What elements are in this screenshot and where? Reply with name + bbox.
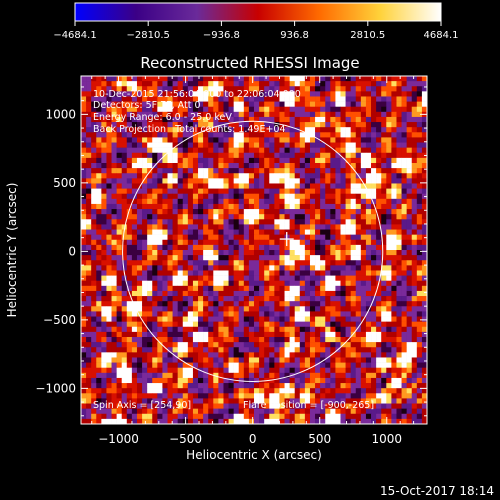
solar-limb-circle (122, 120, 384, 382)
y-tick-label: 1000 (45, 107, 76, 121)
colorbar-ticks: −4684.1 −2810.5 −936.8 936.8 2810.5 4684.1 (53, 21, 459, 41)
y-tick-label: 0 (68, 244, 76, 258)
colorbar-tick-label: 936.8 (280, 30, 309, 41)
footer-timestamp: 15-Oct-2017 18:14 (380, 484, 494, 498)
colorbar-tick-label: −2810.5 (127, 30, 170, 41)
y-tick-label: −500 (43, 313, 76, 327)
annotation-time-range: 10-Dec-2015 21:56:04.000 to 22:06:04.000 (93, 89, 301, 100)
x-tick-label: −1000 (98, 432, 139, 446)
x-tick-labels: −1000 −500 0 500 1000 (98, 432, 402, 446)
colorbar-gradient (74, 2, 442, 22)
y-axis-label: Heliocentric Y (arcsec) (5, 183, 19, 318)
colorbar-tick-label: 4684.1 (424, 30, 459, 41)
plot-frame (80, 75, 428, 425)
x-tick-label: −500 (169, 432, 202, 446)
spin-axis-cross-icon (279, 232, 294, 247)
colorbar-tick-label: −4684.1 (53, 30, 96, 41)
x-tick-label: 500 (308, 432, 331, 446)
colorbar-tick-label: 2810.5 (350, 30, 385, 41)
chart-title: Reconstructed RHESSI Image (140, 54, 359, 72)
annotations: 10-Dec-2015 21:56:04.000 to 22:06:04.000… (93, 89, 374, 411)
plot-area: 10-Dec-2015 21:56:04.000 to 22:06:04.000… (80, 75, 428, 425)
annotation-spin-axis: Spin Axis = [254,90] (93, 400, 191, 411)
annotation-detectors: Detectors: 5F 7F, Att 0 (93, 100, 201, 111)
x-tick-label: 0 (249, 432, 257, 446)
colorbar: −4684.1 −2810.5 −936.8 936.8 2810.5 4684.1 (53, 2, 459, 41)
axis-ticks (81, 76, 427, 424)
annotation-flare-position: Flare Position = [-900,-265] (243, 400, 374, 411)
colorbar-tick-label: −936.8 (203, 30, 240, 41)
heatmap-image (81, 76, 427, 424)
x-tick-label: 1000 (371, 432, 402, 446)
y-tick-label: −1000 (35, 381, 76, 395)
y-tick-labels: −1000 −500 0 500 1000 (35, 107, 76, 395)
annotation-method-counts: Back Projection Total counts: 1.49E+04 (93, 124, 286, 135)
annotation-energy-range: Energy Range: 6.0 - 25.0 keV (93, 112, 232, 123)
x-axis-label: Heliocentric X (arcsec) (186, 448, 322, 462)
y-tick-label: 500 (53, 176, 76, 190)
